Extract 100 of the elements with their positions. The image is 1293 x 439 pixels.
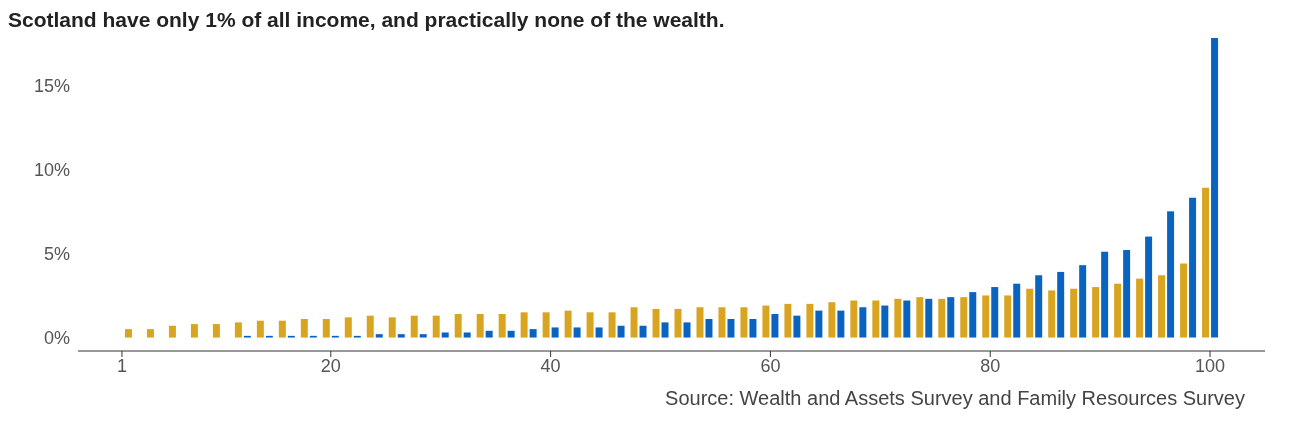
bar — [410, 315, 418, 338]
bar — [894, 298, 902, 338]
bar — [608, 312, 616, 338]
bar — [771, 313, 779, 338]
y-tick-label: 10% — [33, 159, 70, 180]
bar — [388, 317, 396, 338]
bar — [1048, 290, 1056, 338]
bar — [1070, 288, 1078, 338]
bar — [960, 297, 968, 338]
y-tick-label: 15% — [33, 75, 70, 96]
bar — [617, 325, 625, 338]
bar — [1158, 275, 1166, 338]
bar — [1123, 250, 1131, 338]
x-tick-label: 1 — [116, 355, 127, 376]
bar — [498, 313, 506, 338]
bar — [1202, 187, 1210, 338]
bar — [916, 297, 924, 338]
bar — [784, 303, 792, 338]
bar — [212, 324, 220, 338]
x-tick-label: 20 — [320, 355, 341, 376]
bar — [1180, 263, 1188, 338]
bar — [947, 297, 955, 338]
bar — [815, 310, 823, 338]
bar — [344, 317, 352, 338]
bar — [564, 310, 572, 338]
bar — [375, 334, 383, 338]
bar — [1101, 251, 1109, 338]
bar — [872, 300, 880, 338]
bar — [793, 315, 801, 338]
bar — [520, 312, 528, 338]
chart-title: Scotland have only 1% of all income, and practically none of the wealth. — [8, 8, 726, 32]
bar — [256, 320, 264, 338]
bar — [476, 313, 484, 338]
bar — [1167, 211, 1175, 338]
bar — [683, 322, 691, 338]
bar — [300, 319, 308, 338]
bar — [740, 307, 748, 338]
bar — [124, 329, 132, 338]
bar — [419, 334, 427, 338]
bar — [463, 332, 471, 338]
bar — [762, 305, 770, 338]
x-tick-label: 100 — [1195, 355, 1226, 376]
bar — [1092, 287, 1100, 338]
bar — [1013, 283, 1021, 338]
bar — [938, 298, 946, 338]
bar — [696, 307, 704, 338]
bar — [850, 300, 858, 338]
bar — [551, 327, 559, 338]
x-tick-label: 40 — [540, 355, 561, 376]
bar — [542, 312, 550, 338]
bar — [630, 307, 638, 338]
source-note: Source: Wealth and Assets Survey and Family Resources Survey — [664, 387, 1246, 410]
bar — [1035, 275, 1043, 338]
bar — [718, 307, 726, 338]
bar — [168, 325, 176, 338]
bar — [441, 332, 449, 338]
bar — [969, 292, 977, 338]
bar — [595, 327, 603, 338]
bar — [529, 329, 537, 338]
bar — [727, 319, 735, 338]
bar — [432, 315, 440, 338]
bar — [507, 330, 515, 338]
bar — [146, 329, 154, 338]
bar — [881, 305, 889, 338]
bar — [586, 312, 594, 338]
bar — [485, 330, 493, 338]
bar — [397, 334, 405, 338]
bar — [1057, 271, 1065, 338]
bar — [674, 308, 682, 338]
bar — [705, 319, 713, 338]
bar — [190, 324, 198, 338]
bar — [366, 315, 374, 338]
bar — [749, 319, 757, 338]
bar — [982, 295, 990, 338]
bar — [573, 327, 581, 338]
bar — [925, 298, 933, 338]
bar — [1079, 265, 1087, 338]
bar — [1211, 38, 1219, 338]
bar — [322, 319, 330, 338]
bar — [652, 308, 660, 338]
bar — [991, 287, 999, 338]
bar — [1026, 288, 1034, 338]
bar — [234, 322, 242, 338]
bar — [903, 300, 911, 338]
bar — [837, 310, 845, 338]
bar — [806, 303, 814, 338]
bar — [1145, 236, 1153, 338]
x-tick-label: 60 — [760, 355, 781, 376]
y-tick-label: 5% — [43, 243, 70, 264]
bar — [454, 313, 462, 338]
bar — [278, 320, 286, 338]
bar — [661, 322, 669, 338]
bar — [1004, 295, 1012, 338]
bar — [639, 325, 647, 338]
bar — [1189, 197, 1197, 338]
bar — [1136, 278, 1144, 338]
bar — [828, 302, 836, 338]
y-tick-label: 0% — [43, 327, 70, 348]
bar — [859, 307, 867, 338]
x-tick-label: 80 — [980, 355, 1001, 376]
